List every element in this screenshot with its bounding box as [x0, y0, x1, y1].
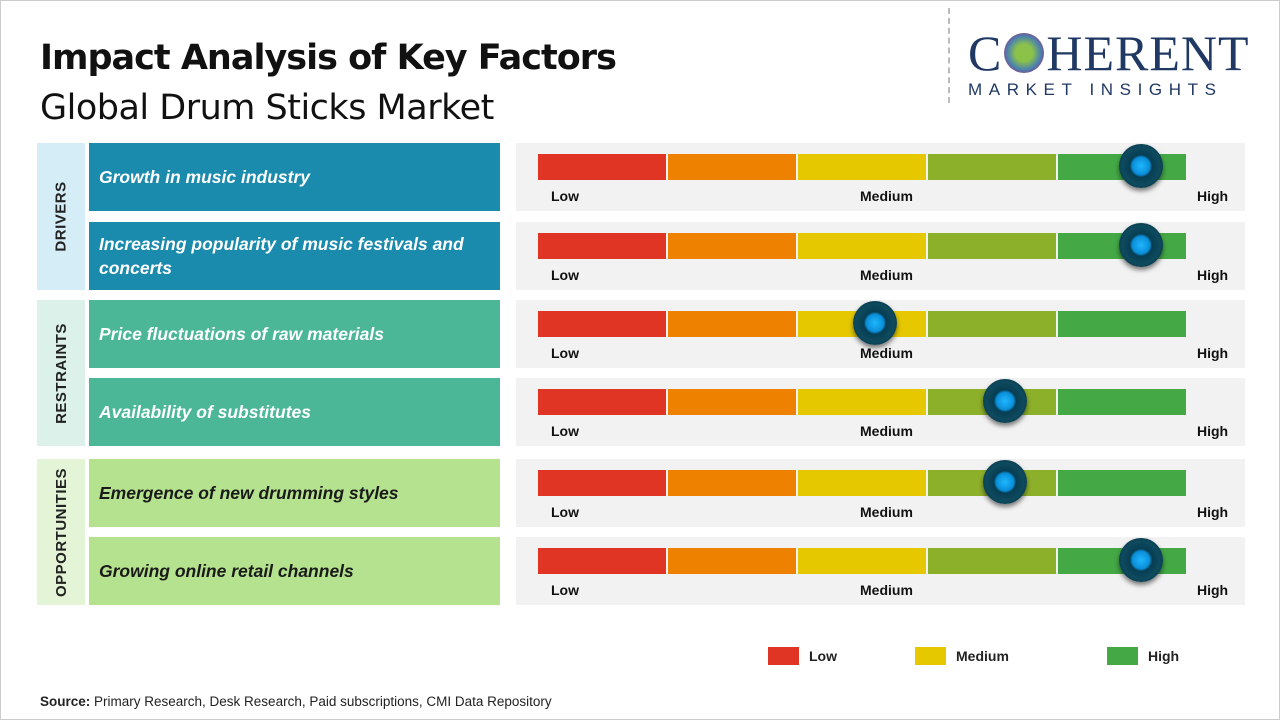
scale-segment [928, 311, 1056, 337]
chart-subtitle: Global Drum Sticks Market [40, 88, 494, 128]
impact-indicator-knob [1118, 144, 1163, 188]
scale-medium-label: Medium [860, 504, 913, 520]
scale-segment [668, 548, 796, 574]
scale-high-label: High [1197, 423, 1229, 439]
scale-segment [668, 389, 796, 415]
scale-low-label: Low [551, 423, 579, 439]
scale-bar [538, 154, 1186, 180]
scale-medium-label: Medium [860, 582, 913, 598]
impact-indicator-knob [982, 460, 1027, 504]
category-opportunities: OPPORTUNITIES [37, 459, 85, 605]
scale-segment [668, 470, 796, 496]
legend-high: High [1107, 647, 1179, 665]
scale-segment [798, 548, 926, 574]
impact-scale: Low Medium High [516, 143, 1245, 211]
scale-segment [668, 154, 796, 180]
scale-segment [538, 311, 666, 337]
factor-label: Growth in music industry [89, 143, 500, 211]
factor-label: Availability of substitutes [89, 378, 500, 446]
scale-segment [928, 233, 1056, 259]
impact-scale: Low Medium High [516, 222, 1245, 290]
impact-indicator-knob [852, 301, 897, 345]
scale-medium-label: Medium [860, 345, 913, 361]
impact-indicator-knob [1118, 538, 1163, 582]
legend-label: Low [809, 648, 837, 664]
scale-segment [538, 233, 666, 259]
scale-high-label: High [1197, 582, 1229, 598]
legend-label: Medium [956, 648, 1009, 664]
scale-high-label: High [1197, 188, 1229, 204]
impact-indicator-knob [1118, 223, 1163, 267]
legend-swatch [1107, 647, 1138, 665]
scale-segment [538, 548, 666, 574]
legend-swatch [768, 647, 799, 665]
scale-bar [538, 311, 1186, 337]
impact-indicator-knob [982, 379, 1027, 423]
scale-segment [928, 548, 1056, 574]
factor-label: Price fluctuations of raw materials [89, 300, 500, 368]
impact-scale: Low Medium High [516, 459, 1245, 527]
scale-bar [538, 470, 1186, 496]
legend-medium: Medium [915, 647, 1009, 665]
scale-segment [928, 154, 1056, 180]
impact-scale: Low Medium High [516, 537, 1245, 605]
scale-medium-label: Medium [860, 423, 913, 439]
scale-high-label: High [1197, 504, 1229, 520]
logo-divider [948, 8, 950, 103]
globe-icon [1004, 33, 1045, 73]
scale-high-label: High [1197, 267, 1229, 283]
scale-low-label: Low [551, 345, 579, 361]
scale-segment [798, 154, 926, 180]
scale-medium-label: Medium [860, 267, 913, 283]
scale-bar [538, 548, 1186, 574]
chart-title: Impact Analysis of Key Factors [40, 38, 617, 78]
scale-segment [538, 154, 666, 180]
legend-swatch [915, 647, 946, 665]
legend-label: High [1148, 648, 1180, 664]
scale-segment [1058, 470, 1186, 496]
scale-segment [798, 233, 926, 259]
factor-label: Growing online retail channels [89, 537, 500, 605]
source-label: Source: [40, 694, 91, 709]
scale-segment [668, 233, 796, 259]
scale-segment [798, 470, 926, 496]
category-label: OPPORTUNITIES [52, 467, 70, 597]
scale-high-label: High [1197, 345, 1229, 361]
scale-segment [1058, 311, 1186, 337]
scale-low-label: Low [551, 582, 579, 598]
scale-low-label: Low [551, 267, 579, 283]
logo-tagline: MARKET INSIGHTS [968, 80, 1223, 99]
category-label: DRIVERS [52, 181, 70, 252]
company-logo: C HERENT MARKET INSIGHTS [968, 28, 1263, 100]
impact-scale: Low Medium High [516, 378, 1245, 446]
scale-segment [538, 389, 666, 415]
factor-label: Increasing popularity of music festivals… [89, 222, 500, 290]
category-drivers: DRIVERS [37, 143, 85, 290]
source-text: Primary Research, Desk Research, Paid su… [90, 694, 552, 709]
scale-segment [538, 470, 666, 496]
legend-low: Low [768, 647, 837, 665]
scale-segment [668, 311, 796, 337]
scale-low-label: Low [551, 188, 579, 204]
factor-label: Emergence of new drumming styles [89, 459, 500, 527]
scale-segment [1058, 389, 1186, 415]
impact-scale: Low Medium High [516, 300, 1245, 368]
category-label: RESTRAINTS [52, 322, 70, 424]
scale-segment [798, 389, 926, 415]
scale-low-label: Low [551, 504, 579, 520]
source-note: Source: Primary Research, Desk Research,… [40, 694, 552, 709]
scale-bar [538, 389, 1186, 415]
scale-bar [538, 233, 1186, 259]
scale-medium-label: Medium [860, 188, 913, 204]
category-restraints: RESTRAINTS [37, 300, 85, 446]
